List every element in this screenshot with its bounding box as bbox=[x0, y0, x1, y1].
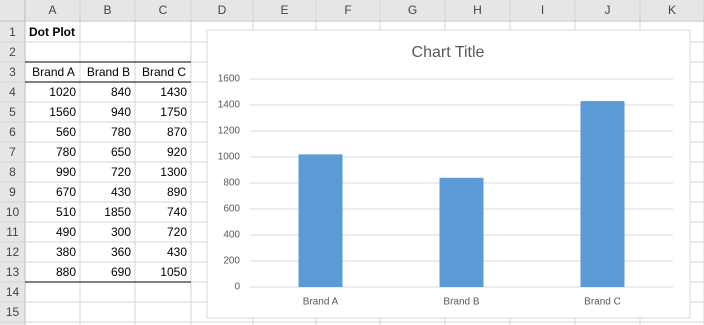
cell-value: 720 bbox=[167, 225, 187, 239]
row-header: 7 bbox=[9, 145, 16, 159]
cell-value: 560 bbox=[56, 125, 76, 139]
row-header: 13 bbox=[6, 265, 20, 279]
column-label: Brand B bbox=[87, 65, 130, 79]
cell-value: 1300 bbox=[160, 165, 187, 179]
chart-title: Chart Title bbox=[412, 44, 485, 61]
cell-value: 360 bbox=[111, 245, 131, 259]
y-tick-label: 600 bbox=[223, 204, 240, 215]
cell-value: 920 bbox=[167, 145, 187, 159]
cell-value: 380 bbox=[56, 245, 76, 259]
cell-value: 940 bbox=[111, 105, 131, 119]
cell-value: 300 bbox=[111, 225, 131, 239]
cell-value: 990 bbox=[56, 165, 76, 179]
cell-value: 670 bbox=[56, 185, 76, 199]
row-header: 15 bbox=[6, 305, 20, 319]
cell-value: 490 bbox=[56, 225, 76, 239]
row-header: 14 bbox=[6, 285, 20, 299]
cell-value: 430 bbox=[111, 185, 131, 199]
cell-value: 870 bbox=[167, 125, 187, 139]
cell-value: 430 bbox=[167, 245, 187, 259]
x-tick-label: Brand C bbox=[584, 297, 621, 308]
y-tick-label: 1000 bbox=[218, 152, 241, 163]
cell-value: 1020 bbox=[49, 85, 76, 99]
row-header: 5 bbox=[9, 105, 16, 119]
row-header: 9 bbox=[9, 185, 16, 199]
row-header: 4 bbox=[9, 85, 16, 99]
cell-value: 690 bbox=[111, 265, 131, 279]
column-header: A bbox=[48, 3, 56, 17]
column-header-strip bbox=[0, 0, 704, 20]
sheet-title: Dot Plot bbox=[29, 25, 75, 39]
y-tick-label: 200 bbox=[223, 256, 240, 267]
column-header: K bbox=[668, 3, 676, 17]
cell-value: 720 bbox=[111, 165, 131, 179]
bar bbox=[580, 101, 625, 287]
cell-value: 1050 bbox=[160, 265, 187, 279]
cell-value: 740 bbox=[167, 205, 187, 219]
cell-value: 880 bbox=[56, 265, 76, 279]
cell-value: 510 bbox=[56, 205, 76, 219]
y-tick-label: 1400 bbox=[218, 100, 241, 111]
y-tick-label: 800 bbox=[223, 178, 240, 189]
chart: Chart Title 0 200 400 600 800 1000 1200 1400 160… bbox=[206, 29, 691, 319]
row-header: 1 bbox=[9, 25, 16, 39]
cell-value: 1850 bbox=[104, 205, 131, 219]
row-header: 8 bbox=[9, 165, 16, 179]
column-header: I bbox=[541, 3, 544, 17]
column-label: Brand C bbox=[142, 65, 186, 79]
column-label: Brand A bbox=[32, 65, 75, 79]
cell-value: 1430 bbox=[160, 85, 187, 99]
cell-value: 890 bbox=[167, 185, 187, 199]
column-header: H bbox=[473, 3, 482, 17]
row-header: 2 bbox=[9, 45, 16, 59]
bar bbox=[298, 154, 343, 287]
cell-value: 1750 bbox=[160, 105, 187, 119]
column-header: F bbox=[344, 3, 351, 17]
cell-value: 840 bbox=[111, 85, 131, 99]
y-tick-label: 1200 bbox=[218, 126, 241, 137]
cell-value: 650 bbox=[111, 145, 131, 159]
column-header: G bbox=[408, 3, 417, 17]
y-tick-label: 0 bbox=[234, 282, 240, 293]
column-header: J bbox=[605, 3, 611, 17]
cell-value: 1560 bbox=[49, 105, 76, 119]
column-header: E bbox=[280, 3, 288, 17]
bar bbox=[439, 177, 484, 287]
row-header: 10 bbox=[6, 205, 20, 219]
y-tick-label: 400 bbox=[223, 230, 240, 241]
column-header: B bbox=[103, 3, 111, 17]
x-tick-label: Brand A bbox=[303, 297, 339, 308]
row-header: 3 bbox=[9, 65, 16, 79]
y-tick-label: 1600 bbox=[218, 74, 241, 85]
cell-value: 780 bbox=[111, 125, 131, 139]
row-header: 11 bbox=[6, 225, 19, 239]
row-header: 6 bbox=[9, 125, 16, 139]
column-header: C bbox=[159, 3, 168, 17]
column-header: D bbox=[218, 3, 227, 17]
row-header: 12 bbox=[6, 245, 20, 259]
cell-value: 780 bbox=[56, 145, 76, 159]
x-tick-label: Brand B bbox=[443, 297, 479, 308]
